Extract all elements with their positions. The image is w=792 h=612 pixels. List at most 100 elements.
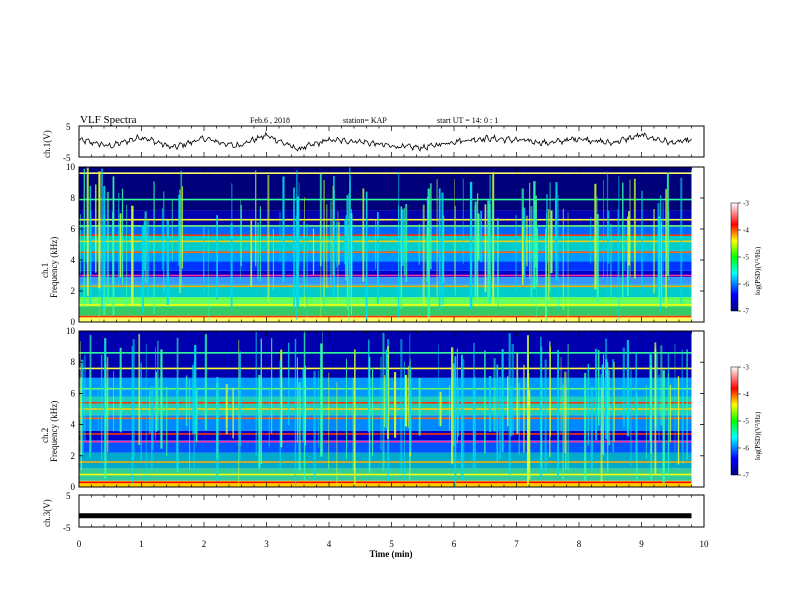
spectrogram-streak (448, 385, 450, 431)
spectrogram-streak (660, 221, 663, 304)
spectrogram-streak (590, 386, 594, 470)
spectrogram-streak (192, 364, 194, 435)
spectrogram-streak (185, 375, 188, 427)
x-axis-label: Time (min) (369, 549, 412, 559)
ch1-colorbar-label: log(PSD)(V²/Hz) (754, 246, 762, 295)
spectrogram-streak (166, 386, 168, 457)
spectrogram-streak (612, 359, 615, 453)
spectrogram-streak (303, 331, 306, 480)
ch1-colorbar-tick-label: -5 (743, 254, 749, 262)
spectrogram-streak (320, 343, 323, 457)
spectrogram-line (79, 198, 692, 201)
spectrogram-line (79, 433, 692, 435)
spectrogram-streak (328, 372, 330, 469)
spectrogram-streak (603, 354, 605, 456)
spectrogram-streak (384, 375, 386, 428)
spectrogram-streak (403, 361, 405, 481)
spectrogram-streak (189, 379, 191, 471)
spectrogram-streak (600, 387, 603, 482)
spectrogram-band (79, 297, 692, 307)
spectrogram-streak (382, 332, 385, 471)
ch3-ytick-bottom: -5 (63, 523, 71, 533)
spectrogram-streak (333, 189, 335, 297)
x-tick-label: 4 (327, 539, 332, 549)
spectrogram-streak (426, 227, 429, 282)
spectrogram-streak (394, 372, 397, 438)
spectrogram-streak (84, 355, 86, 442)
spectrogram-streak (178, 194, 181, 266)
spectrogram-streak (153, 181, 156, 315)
spectrogram-streak (271, 338, 273, 434)
spectrogram-streak (149, 390, 151, 434)
spectrogram-streak (131, 346, 134, 484)
spectrogram-streak (587, 363, 589, 446)
spectrogram-streak (141, 225, 144, 314)
spectrogram-streak (653, 209, 655, 294)
spectrogram-streak (474, 376, 476, 474)
spectrogram-streak (238, 351, 241, 463)
spectrogram-streak (595, 348, 598, 441)
spectrogram-streak (607, 370, 611, 446)
spectrogram-streak (453, 363, 455, 447)
spectrogram-streak (469, 181, 473, 310)
spectrogram-streak (194, 344, 197, 434)
spectrogram-streak (348, 193, 350, 322)
spectrogram-streak (365, 191, 368, 322)
spectrogram-streak (112, 176, 115, 316)
spectrogram-streak (143, 221, 147, 271)
spectrogram-streak (105, 383, 107, 427)
spectrogram-line (79, 352, 692, 354)
ch1-ytick-top: 5 (66, 122, 71, 132)
spectrogram-streak (131, 205, 134, 306)
x-tick-label: 8 (577, 539, 582, 549)
spectrogram-streak (380, 356, 382, 451)
spectrogram-streak (225, 383, 228, 435)
spectrogram-streak (345, 358, 347, 460)
spectrogram-streak (240, 204, 242, 267)
spectrogram-streak (257, 222, 259, 280)
spectrogram-band (79, 331, 692, 378)
spectrogram-streak (138, 333, 141, 445)
spectrogram-streak (371, 367, 374, 456)
spectrogram-streak (344, 219, 347, 265)
spectrogram-streak (401, 209, 404, 266)
ch2-spectrogram-ytick-label: 6 (71, 388, 76, 398)
spectrogram-streak (515, 215, 517, 293)
spectrogram-streak (100, 354, 103, 463)
spectrogram-streak (487, 200, 490, 301)
spectrogram-streak (320, 217, 322, 320)
spectrogram-streak (117, 193, 120, 285)
spectrogram-streak (567, 212, 569, 318)
spectrogram-streak (438, 344, 439, 426)
spectrogram-streak (668, 211, 670, 281)
spectrogram-streak (166, 220, 169, 305)
spectrogram-streak (451, 347, 454, 464)
spectrogram-streak (630, 369, 632, 466)
spectrogram-streak (660, 345, 663, 426)
spectrogram-streak (659, 195, 662, 313)
spectrogram-streak (121, 188, 124, 285)
spectrogram-streak (562, 384, 564, 480)
ch2-spectrogram-ytick-label: 2 (71, 451, 76, 461)
spectrogram-streak (613, 361, 615, 442)
spectrogram-streak (272, 228, 274, 291)
spectrogram-streak (288, 342, 290, 426)
spectrogram-streak (626, 216, 629, 296)
spectrogram-streak (207, 228, 209, 322)
spectrogram-streak (674, 343, 676, 453)
spectrogram-streak (645, 385, 647, 460)
ch3-ytick-top: 5 (66, 491, 71, 501)
spectrogram-band (79, 306, 692, 316)
spectrogram-streak (682, 391, 684, 465)
spectrogram-streak (607, 362, 609, 472)
spectrogram-streak (298, 182, 300, 267)
ch2-colorbar-tick-label: -4 (743, 391, 749, 399)
spectrogram-streak (454, 179, 455, 284)
ch1-spectrogram-ytick-label: 2 (71, 286, 76, 296)
ch3-waveform-panel: 5 -5 ch.3(V) (42, 491, 705, 533)
spectrogram-streak (305, 365, 306, 446)
spectrogram-streak (610, 223, 612, 297)
